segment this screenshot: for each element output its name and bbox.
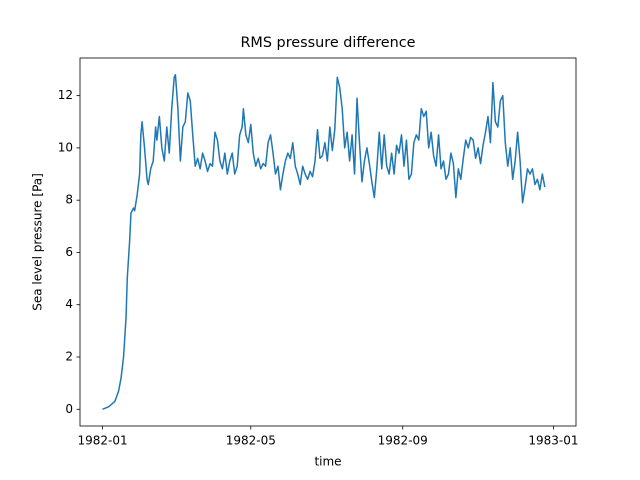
x-tick-label: 1982-09 bbox=[378, 434, 428, 448]
line-series bbox=[102, 73, 546, 410]
y-tick-label: 12 bbox=[58, 88, 73, 102]
y-tick-label: 4 bbox=[65, 297, 73, 311]
y-tick-label: 6 bbox=[65, 245, 73, 259]
x-tick-label: 1982-01 bbox=[77, 434, 127, 448]
x-axis-label: time bbox=[314, 455, 341, 469]
x-tick-label: 1983-01 bbox=[528, 434, 578, 448]
y-tick-label: 10 bbox=[58, 140, 73, 154]
chart-title: RMS pressure difference bbox=[240, 35, 415, 51]
y-axis-label: Sea level pressure [Pa] bbox=[31, 173, 45, 311]
axes-frame bbox=[79, 57, 577, 427]
x-tick-label: 1982-05 bbox=[226, 434, 276, 448]
y-tick-label: 2 bbox=[65, 350, 73, 364]
y-tick-label: 8 bbox=[65, 193, 73, 207]
y-tick-label: 0 bbox=[65, 402, 73, 416]
